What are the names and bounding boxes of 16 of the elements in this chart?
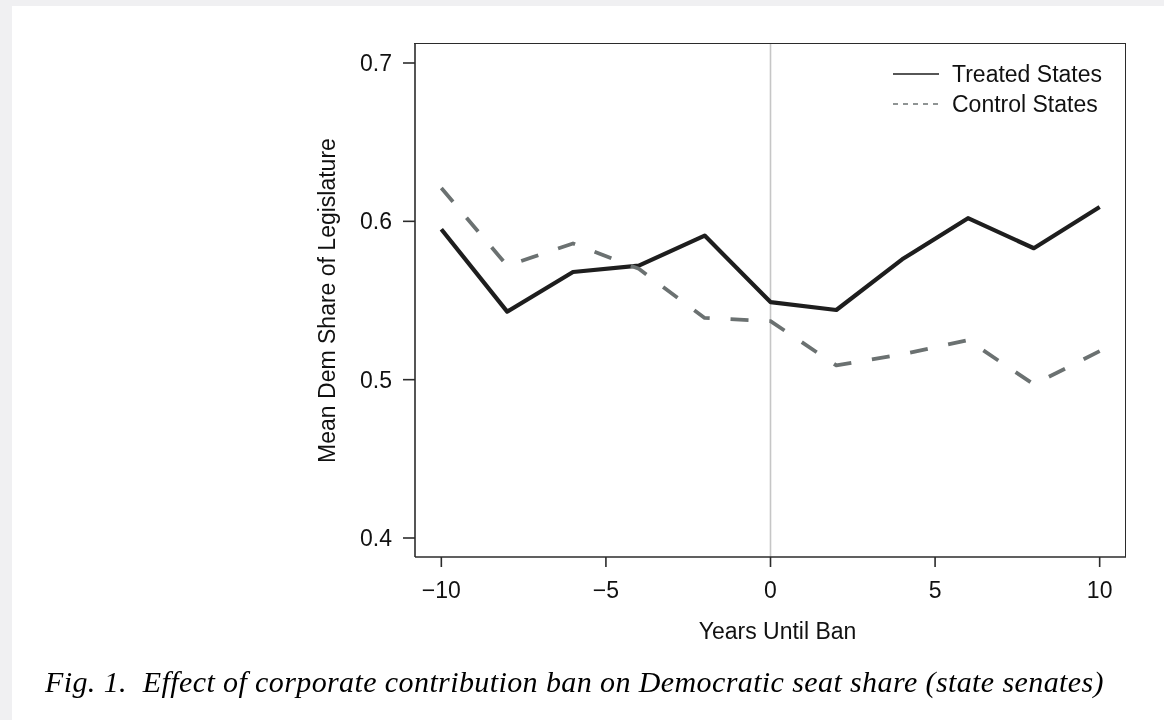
x-tick-label: −10 [421, 577, 461, 604]
caption: Fig. 1. Effect of corporate contribution ban on Democratic seat share (state senates) [45, 665, 1104, 699]
y-tick-label: 0.5 [360, 366, 392, 393]
x-tick-label: 10 [1086, 577, 1113, 604]
y-tick-label: 0.6 [360, 208, 392, 235]
legend-label: Control States [951, 90, 1098, 118]
line-series [439, 186, 1102, 387]
y-tick-label: 0.7 [360, 50, 392, 77]
legend-label: Treated States [951, 60, 1102, 88]
x-axis-title: Years Until Ban [698, 618, 857, 644]
x-tick-label: 0 [764, 577, 777, 604]
y-axis-title: Mean Dem Share of Legislature [314, 138, 340, 463]
line-series [439, 204, 1102, 314]
y-tick-label: 0.4 [360, 525, 393, 552]
x-tick-label: −5 [592, 577, 620, 604]
x-tick-label: 5 [928, 577, 942, 604]
